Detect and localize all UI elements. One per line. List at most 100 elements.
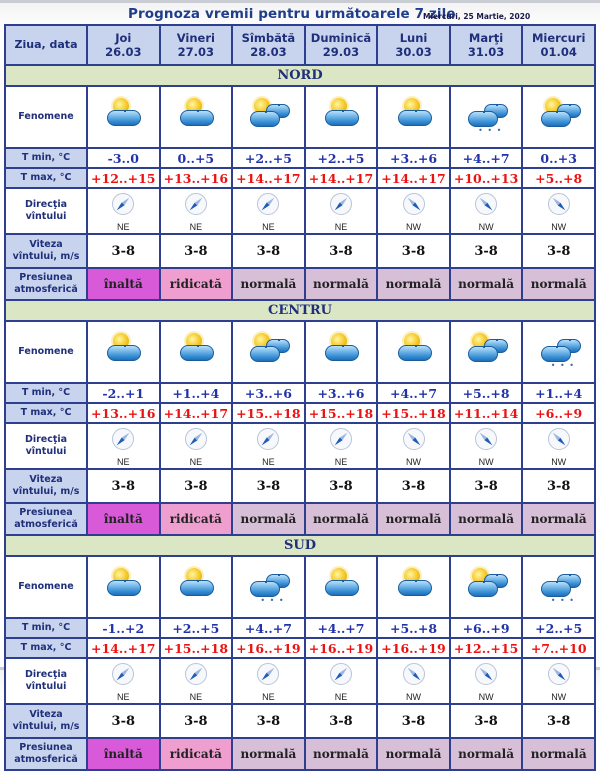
- compass-icon: [329, 193, 352, 215]
- row-label-text: T max, °C: [20, 172, 72, 183]
- compass-icon: [402, 193, 425, 215]
- tmax-value: +16..+19: [231, 637, 306, 659]
- wind-direction-cell: NE: [303, 657, 379, 705]
- row-label-text: Direcţia: [24, 434, 68, 445]
- wind-direction-cell: NW: [376, 187, 451, 235]
- wind-speed-value: 3-8: [448, 468, 524, 504]
- region-header-row: NORD: [4, 64, 596, 87]
- wind-direction-cell: NE: [158, 657, 234, 705]
- title-bar: Prognoza vremii pentru următoarele 7 zil…: [0, 4, 600, 26]
- wind-direction-label: NE: [189, 692, 203, 702]
- wind-direction-label: NW: [551, 457, 567, 467]
- sun-cloud-icon: [319, 331, 363, 369]
- day-date: 29.03: [322, 45, 360, 59]
- region-title: CENTRU: [4, 299, 596, 322]
- sun-cloud-icon: [174, 331, 218, 369]
- wind-direction-cell: NE: [231, 422, 306, 470]
- pressure-badge: normală: [303, 267, 379, 301]
- pressure-badge: normală: [448, 267, 524, 301]
- tmax-value: +12..+15: [448, 637, 524, 659]
- phenomena-cell: [376, 555, 451, 619]
- pressure-row: Presiunea atmosferică înaltă ridicată normal…: [4, 737, 596, 771]
- clouds-light-rain-icon: • • •: [246, 566, 291, 605]
- tmin-row: T min, °C -3..0 0..+5 +2..+5 +2..+5 +3..+6 +4.…: [4, 147, 596, 169]
- day-date: 27.03: [177, 45, 215, 59]
- pressure-badge: normală: [231, 737, 306, 771]
- row-label-text: vîntului: [25, 211, 67, 222]
- sun-cloud-icon: [174, 96, 218, 134]
- phenomena-cell: [158, 555, 234, 619]
- tmax-value: +15..+18: [303, 402, 379, 424]
- wind-direction-cell: NE: [86, 657, 161, 705]
- tmax-value: +15..+18: [231, 402, 306, 424]
- wind-direction-cell: NE: [86, 422, 161, 470]
- tmax-value: +10..+13: [448, 167, 524, 189]
- compass-icon: [184, 193, 207, 215]
- row-label-text: Fenomene: [18, 111, 74, 122]
- pressure-row: Presiunea atmosferică înaltă ridicată normal…: [4, 502, 596, 536]
- row-label: T max, °C: [4, 167, 88, 189]
- wind-direction-cell: NW: [448, 187, 524, 235]
- pressure-badge: normală: [448, 502, 524, 536]
- row-label: Viteza vîntului, m/s: [4, 468, 88, 504]
- row-label-text: vîntului, m/s: [12, 721, 80, 732]
- forecast-page: Prognoza vremii pentru următoarele 7 zil…: [0, 4, 600, 771]
- phenomena-cell: • • •: [521, 320, 596, 384]
- tmax-row: T max, °C +12..+15 +13..+16 +14..+17 +14..+1…: [4, 167, 596, 189]
- column-header-day: Marţi 31.03: [448, 24, 524, 66]
- sun-clouds-icon: [246, 96, 291, 134]
- pressure-badge: ridicată: [158, 502, 234, 536]
- column-header-day: Sîmbătă 28.03: [231, 24, 306, 66]
- phenomena-cell: • • •: [521, 555, 596, 619]
- wind-direction-cell: NW: [521, 422, 596, 470]
- compass-icon: [112, 663, 135, 685]
- tmin-value: 0..+3: [521, 147, 596, 169]
- tmax-value: +13..+16: [158, 167, 234, 189]
- sun-cloud-icon: [101, 331, 145, 369]
- wind-speed-value: 3-8: [86, 233, 161, 269]
- wind-speed-value: 3-8: [86, 468, 161, 504]
- row-label: Presiunea atmosferică: [4, 267, 88, 301]
- tmin-value: -3..0: [86, 147, 161, 169]
- compass-icon: [112, 428, 135, 450]
- row-label-text: Direcţia: [24, 199, 68, 210]
- phenomena-cell: [303, 85, 379, 149]
- wind-direction-cell: NW: [376, 422, 451, 470]
- tmin-value: +2..+5: [231, 147, 306, 169]
- wind-direction-cell: NW: [448, 422, 524, 470]
- row-label-text: atmosferică: [14, 284, 78, 295]
- column-header-day: Duminică 29.03: [303, 24, 379, 66]
- wind-direction-row: Direcţia vîntului NE NE NE NE NW NW NW: [4, 187, 596, 235]
- row-label: Fenomene: [4, 555, 88, 619]
- wind-direction-label: NE: [117, 457, 130, 467]
- tmin-value: +4..+7: [448, 147, 524, 169]
- row-label: Direcţia vîntului: [4, 657, 88, 705]
- day-name: Duminică: [310, 31, 372, 45]
- region-header-row: SUD: [4, 534, 596, 557]
- wind-direction-label: NW: [478, 692, 494, 702]
- wind-direction-label: NE: [262, 222, 275, 232]
- tmin-value: 0..+5: [158, 147, 234, 169]
- row-label-text: atmosferică: [14, 519, 78, 530]
- region-title: NORD: [4, 64, 596, 87]
- wind-speed-value: 3-8: [231, 468, 306, 504]
- compass-icon: [257, 663, 280, 685]
- wind-speed-value: 3-8: [303, 233, 379, 269]
- column-header-day: Luni 30.03: [376, 24, 451, 66]
- row-label: Direcţia vîntului: [4, 422, 88, 470]
- column-header-day: Miercuri 01.04: [521, 24, 596, 66]
- wind-direction-cell: NW: [521, 187, 596, 235]
- pressure-badge: înaltă: [86, 267, 161, 301]
- day-name: Joi: [115, 31, 132, 45]
- phenomena-cell: [231, 85, 306, 149]
- phenomena-cell: [376, 320, 451, 384]
- tmin-value: +3..+6: [231, 382, 306, 404]
- clouds-light-rain-icon: • • •: [464, 96, 509, 135]
- tmax-value: +15..+18: [158, 637, 234, 659]
- row-label: Fenomene: [4, 85, 88, 149]
- wind-speed-value: 3-8: [448, 233, 524, 269]
- tmax-value: +14..+17: [86, 637, 161, 659]
- tmax-value: +14..+17: [158, 402, 234, 424]
- drizzle-icon: • • •: [260, 596, 285, 605]
- pressure-badge: ridicată: [158, 737, 234, 771]
